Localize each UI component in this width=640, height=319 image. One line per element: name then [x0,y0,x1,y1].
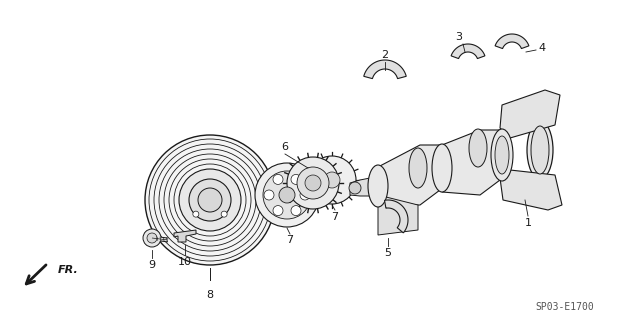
Text: SP03-E1700: SP03-E1700 [536,302,595,312]
Text: 6: 6 [282,142,289,152]
Circle shape [287,157,339,209]
Circle shape [305,175,321,191]
Circle shape [291,174,301,184]
Polygon shape [350,176,375,196]
Text: 2: 2 [381,50,388,60]
Circle shape [145,135,275,265]
Ellipse shape [368,165,388,207]
Circle shape [349,182,361,194]
Circle shape [221,211,227,217]
Circle shape [189,179,231,221]
Text: 8: 8 [207,290,214,300]
Polygon shape [385,200,408,233]
Circle shape [255,163,319,227]
Ellipse shape [531,126,549,174]
Text: 7: 7 [287,235,294,245]
Text: 5: 5 [385,248,392,258]
Circle shape [193,211,199,217]
Ellipse shape [527,121,553,179]
Ellipse shape [469,129,487,167]
Circle shape [273,205,283,216]
Polygon shape [378,145,440,205]
Circle shape [273,174,283,184]
Polygon shape [495,34,529,48]
Text: 3: 3 [455,32,462,42]
Circle shape [263,171,311,219]
Text: 10: 10 [178,257,192,267]
Circle shape [264,190,274,200]
Circle shape [147,233,157,243]
Circle shape [198,188,222,212]
Circle shape [179,169,241,231]
Ellipse shape [432,144,452,192]
Ellipse shape [491,129,513,181]
Circle shape [324,172,340,188]
Circle shape [300,190,310,200]
Text: 7: 7 [332,212,339,222]
Text: 4: 4 [538,43,545,53]
Polygon shape [500,90,560,138]
Text: FR.: FR. [58,265,79,275]
Polygon shape [451,44,485,59]
Ellipse shape [409,148,427,188]
Circle shape [279,187,295,203]
Circle shape [291,205,301,216]
Text: 1: 1 [525,218,531,228]
Polygon shape [364,60,406,79]
Circle shape [143,229,161,247]
Polygon shape [442,130,500,195]
Text: 9: 9 [148,260,156,270]
Polygon shape [174,230,196,242]
Polygon shape [378,195,418,235]
Circle shape [297,167,329,199]
Polygon shape [500,170,562,210]
Circle shape [308,156,356,204]
Ellipse shape [495,136,509,174]
